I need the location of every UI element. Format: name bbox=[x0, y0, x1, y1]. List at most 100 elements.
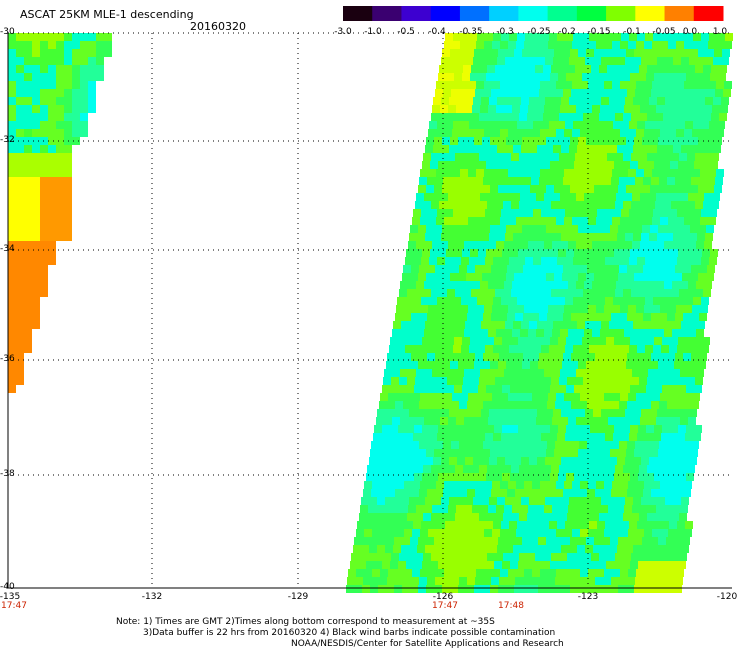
swath-cell bbox=[461, 33, 469, 41]
swath-cell bbox=[702, 73, 710, 81]
swath-cell bbox=[458, 537, 466, 545]
swath-cell bbox=[671, 65, 679, 73]
swath-cell bbox=[703, 65, 711, 73]
swath-cell bbox=[40, 241, 48, 249]
swath-cell bbox=[462, 337, 470, 345]
swath-cell bbox=[683, 401, 691, 409]
swath-cell bbox=[542, 337, 550, 345]
swath-cell bbox=[551, 289, 559, 297]
swath-cell bbox=[628, 393, 636, 401]
swath-cell bbox=[64, 153, 72, 161]
swath-cell bbox=[610, 537, 618, 545]
swath-cell bbox=[430, 385, 438, 393]
swath-cell bbox=[448, 329, 456, 337]
swath-cell bbox=[575, 65, 583, 73]
swath-cell bbox=[554, 585, 562, 593]
swath-cell bbox=[534, 337, 542, 345]
swath-cell bbox=[566, 385, 574, 393]
swath-cell bbox=[640, 241, 648, 249]
swath-cell bbox=[414, 425, 422, 433]
swath-cell bbox=[472, 193, 480, 201]
swath-cell bbox=[498, 449, 506, 457]
swath-cell bbox=[610, 185, 618, 193]
swath-cell bbox=[490, 449, 498, 457]
swath-cell bbox=[452, 305, 460, 313]
swath-cell bbox=[696, 105, 704, 113]
swath-cell bbox=[374, 425, 382, 433]
swath-cell bbox=[552, 241, 560, 249]
swath-cell bbox=[623, 113, 631, 121]
swath-cell bbox=[72, 41, 80, 49]
swath-cell bbox=[589, 33, 597, 41]
swath-cell bbox=[494, 561, 502, 569]
swath-cell bbox=[40, 73, 48, 81]
swath-cell bbox=[481, 457, 489, 465]
swath-cell bbox=[574, 337, 582, 345]
swath-cell bbox=[686, 473, 694, 481]
swath-cell bbox=[418, 273, 426, 281]
swath-cell bbox=[455, 465, 463, 473]
swath-cell bbox=[479, 113, 487, 121]
swath-cell bbox=[550, 249, 558, 257]
swath-cell bbox=[511, 553, 519, 561]
swath-cell bbox=[448, 505, 456, 513]
swath-cell bbox=[425, 321, 433, 329]
swath-cell bbox=[519, 513, 527, 521]
swath-cell bbox=[619, 353, 627, 361]
swath-cell bbox=[371, 489, 379, 497]
swath-cell bbox=[32, 89, 40, 97]
swath-cell bbox=[577, 97, 585, 105]
swath-cell bbox=[442, 361, 450, 369]
swath-cell bbox=[634, 585, 642, 593]
swath-cell bbox=[711, 65, 719, 73]
swath-cell bbox=[635, 577, 643, 585]
swath-cell bbox=[597, 521, 605, 529]
swath-cell bbox=[540, 81, 548, 89]
swath-cell bbox=[457, 57, 465, 65]
swath-cell bbox=[56, 129, 64, 137]
swath-cell bbox=[8, 273, 16, 281]
swath-cell bbox=[393, 409, 401, 417]
swath-cell bbox=[532, 217, 540, 225]
swath-cell bbox=[676, 169, 684, 177]
swath-cell bbox=[412, 393, 420, 401]
swath-cell bbox=[637, 33, 645, 41]
swath-cell bbox=[610, 361, 618, 369]
swath-cell bbox=[549, 521, 557, 529]
swath-cell bbox=[527, 465, 535, 473]
swath-cell bbox=[56, 201, 64, 209]
swath-cell bbox=[445, 521, 453, 529]
swath-cell bbox=[571, 313, 579, 321]
swath-cell bbox=[681, 97, 689, 105]
swath-cell bbox=[724, 41, 732, 49]
swath-cell bbox=[580, 393, 588, 401]
swath-cell bbox=[641, 57, 649, 65]
swath-cell bbox=[436, 393, 444, 401]
swath-cell bbox=[496, 505, 504, 513]
swath-cell bbox=[659, 177, 667, 185]
swath-cell bbox=[517, 345, 525, 353]
swath-cell bbox=[670, 473, 678, 481]
swath-cell bbox=[473, 457, 481, 465]
swath-cell bbox=[454, 561, 462, 569]
swath-cell bbox=[472, 369, 480, 377]
swath-cell bbox=[438, 425, 446, 433]
swath-cell bbox=[452, 81, 460, 89]
swath-cell bbox=[519, 377, 527, 385]
swath-cell bbox=[655, 201, 663, 209]
swath-cell bbox=[559, 513, 567, 521]
swath-cell bbox=[535, 553, 543, 561]
swath-cell bbox=[24, 257, 32, 265]
swath-cell bbox=[64, 169, 72, 177]
swath-cell bbox=[477, 209, 485, 217]
swath-cell bbox=[554, 449, 562, 457]
swath-cell bbox=[629, 521, 637, 529]
swath-cell bbox=[505, 497, 513, 505]
swath-cell bbox=[444, 569, 452, 577]
swath-cell bbox=[521, 409, 529, 417]
swath-cell bbox=[510, 561, 518, 569]
swath-cell bbox=[32, 41, 40, 49]
swath-cell bbox=[647, 153, 655, 161]
swath-cell bbox=[605, 297, 613, 305]
swath-cell bbox=[24, 305, 32, 313]
